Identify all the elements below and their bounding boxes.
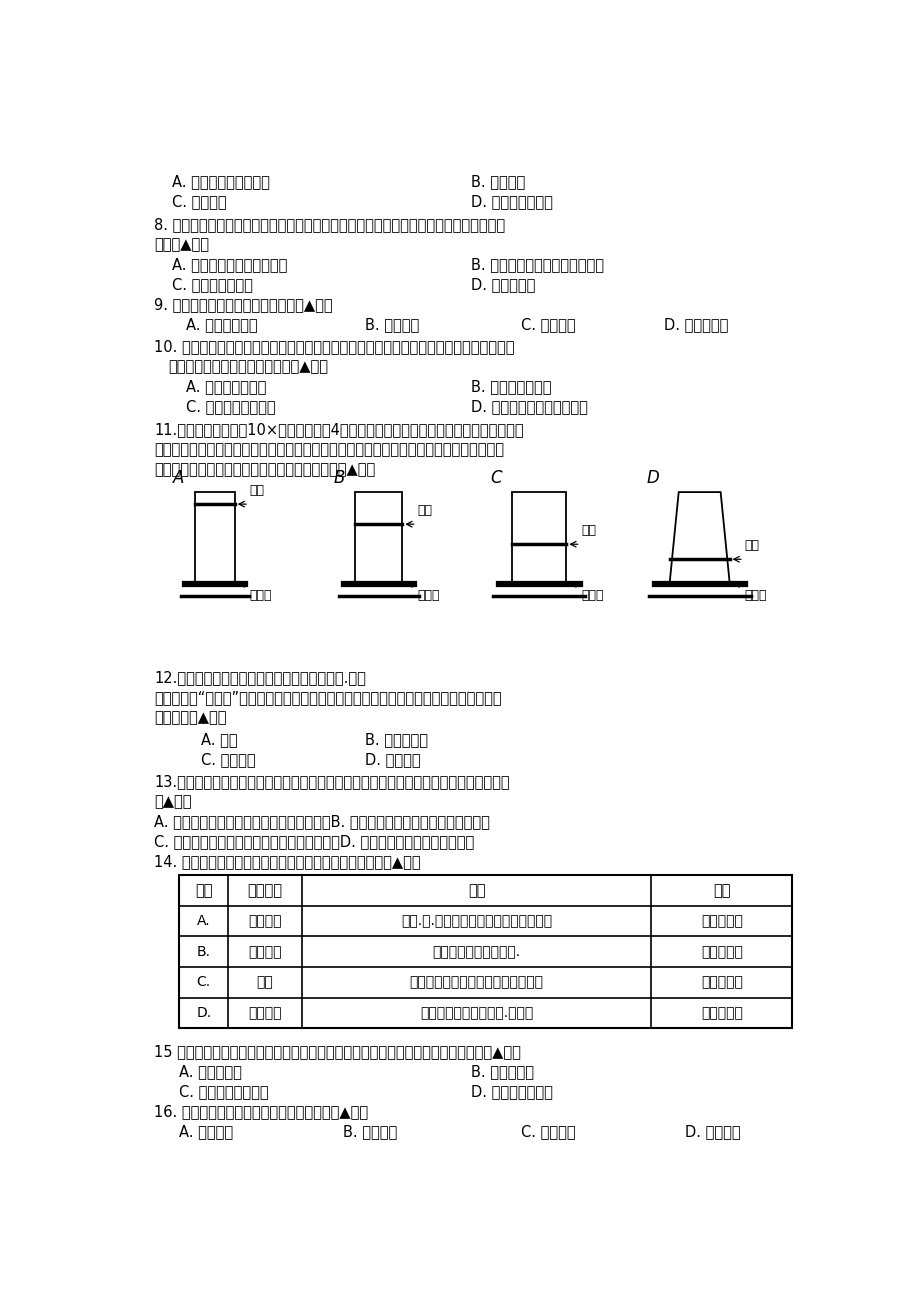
Text: A. 生石花开出黄色花朵: A. 生石花开出黄色花朵 <box>172 173 269 189</box>
Text: 有根.茎.叶分化，有输导组织，孢子生殖: 有根.茎.叶分化，有输导组织，孢子生殖 <box>401 914 551 928</box>
Text: D. 白菜和小麦: D. 白菜和小麦 <box>664 318 728 332</box>
Text: B. 叶片表面积很大: B. 叶片表面积很大 <box>471 379 551 395</box>
Text: 蕨类植物: 蕨类植物 <box>248 914 281 928</box>
Text: B: B <box>333 469 345 487</box>
Text: 实例: 实例 <box>712 883 730 898</box>
Text: （▲　）: （▲ ） <box>154 794 191 810</box>
Text: C. 它不能自由运动: C. 它不能自由运动 <box>172 277 253 292</box>
Text: A. 具有发达的根系: A. 具有发达的根系 <box>186 379 267 395</box>
Text: 不像鳄鱼的“大怪物”，如图所示。后据专家考证，这是一只鳄龟。你认为下列可能是鳄龟: 不像鳄鱼的“大怪物”，如图所示。后据专家考证，这是一只鳄龟。你认为下列可能是鳄龟 <box>154 690 501 706</box>
Text: 由许多相似的环状体节.有环带: 由许多相似的环状体节.有环带 <box>419 1006 533 1019</box>
Text: B. 结缔组织: B. 结缔组织 <box>343 1124 397 1139</box>
Text: C.: C. <box>197 975 210 990</box>
Text: 载玻片: 载玻片 <box>249 590 272 603</box>
Text: 腔肠动物: 腔肠动物 <box>248 945 281 958</box>
Text: D. 钟乳石慢慢长大: D. 钟乳石慢慢长大 <box>471 194 552 208</box>
Bar <box>195 492 234 582</box>
Text: 15 科学家袁隆平利用野生水稻与背通水稻多次杂交，培育出高产新品种，是利用了（▲　）: 15 科学家袁隆平利用野生水稻与背通水稻多次杂交，培育出高产新品种，是利用了（▲… <box>154 1044 520 1059</box>
Text: C. 细胞、器官、组织、樟树个体　　　　　　D. 细胞、组织、器官、樟树个体: C. 细胞、器官、组织、樟树个体 D. 细胞、组织、器官、樟树个体 <box>154 835 474 849</box>
Text: 装片。当视野中成像清晰时，每一物镜与装片之间的距离如下图所示。如果装片位置不变，: 装片。当视野中成像清晰时，每一物镜与装片之间的距离如下图所示。如果装片位置不变， <box>154 443 504 457</box>
Text: 旱环境中的植物特征不符合的是（▲　）: 旱环境中的植物特征不符合的是（▲ ） <box>168 359 328 374</box>
Text: 物镜: 物镜 <box>743 539 759 552</box>
Text: 14. 下表描述生物各类群名称、特征及实例对应正确的是（▲　）: 14. 下表描述生物各类群名称、特征及实例对应正确的是（▲ ） <box>154 854 420 870</box>
Text: A. 它能对外界刺激作出反应: A. 它能对外界刺激作出反应 <box>172 256 287 272</box>
Bar <box>179 875 791 1029</box>
Text: 环节动物: 环节动物 <box>248 1006 281 1019</box>
Text: A. 胎生: A. 胎生 <box>200 732 237 747</box>
Text: A. 细胞、组织、器官、系统、樟树个体　　B. 细胞、组织、系统、器官、樟树个体: A. 细胞、组织、器官、系统、樟树个体 B. 细胞、组织、系统、器官、樟树个体 <box>154 815 490 829</box>
Text: 蚌虫、海葵: 蚌虫、海葵 <box>700 945 742 958</box>
Text: 流线型、被覆羽毛、有两翅、有气囊: 流线型、被覆羽毛、有两翅、有气囊 <box>409 975 543 990</box>
Text: B. 鐵皮生锈: B. 鐵皮生锈 <box>471 173 525 189</box>
Text: 物镜: 物镜 <box>249 484 265 497</box>
Text: 10. 长期生活在干旱环境中的植物，其形态等方面会出现一系列的适应特性。下列叙述与干: 10. 长期生活在干旱环境中的植物，其形态等方面会出现一系列的适应特性。下列叙述… <box>154 340 514 354</box>
Text: 11.用一个放大倍数为10×的目镜分别与4个不同倍数的物镜组合，观察洋葱根尖细胞分裂: 11.用一个放大倍数为10×的目镜分别与4个不同倍数的物镜组合，观察洋葱根尖细胞… <box>154 422 523 437</box>
Text: 两侧对称，有口无脚门.: 两侧对称，有口无脚门. <box>432 945 520 958</box>
Text: A. 葫芦韓和菊花: A. 葫芦韓和菊花 <box>186 318 257 332</box>
Text: B.: B. <box>197 945 210 958</box>
Text: B. 水稻和葱: B. 水稻和葱 <box>364 318 418 332</box>
Text: B. 体温不恒定: B. 体温不恒定 <box>364 732 427 747</box>
Text: C. 潮涨潮落: C. 潮涨潮落 <box>172 194 226 208</box>
Text: D: D <box>645 469 658 487</box>
Text: B. 遗传多样性: B. 遗传多样性 <box>471 1064 534 1079</box>
Text: 鸟类: 鸟类 <box>256 975 273 990</box>
Text: 载玻片: 载玻片 <box>417 590 439 603</box>
Text: D. 叶表面具有较厚的角质层: D. 叶表面具有较厚的角质层 <box>471 400 588 414</box>
Text: D. 输导组织: D. 输导组织 <box>685 1124 740 1139</box>
Text: 9. 下列生物中，亲缘关系最近的是（▲　）: 9. 下列生物中，亲缘关系最近的是（▲ ） <box>154 297 333 312</box>
Text: 沙蚕、水蛭: 沙蚕、水蛭 <box>700 1006 742 1019</box>
Text: 特征: 特征 <box>467 883 485 898</box>
Text: C: C <box>489 469 501 487</box>
Text: B. 它能进行光合作用制造有机物: B. 它能进行光合作用制造有机物 <box>471 256 604 272</box>
Text: 苏铁、贯众: 苏铁、贯众 <box>700 914 742 928</box>
Text: 类群名称: 类群名称 <box>247 883 282 898</box>
Bar <box>355 492 402 582</box>
Bar <box>512 492 566 582</box>
Text: 13.宁波市的市树是香樟树，关于构成一株樟树的结构层次由小到大的排列顺序，正确的是: 13.宁波市的市树是香樟树，关于构成一株樟树的结构层次由小到大的排列顺序，正确的… <box>154 775 509 789</box>
Text: C. 两栖动物: C. 两栖动物 <box>200 753 255 767</box>
Text: 载玻片: 载玻片 <box>581 590 603 603</box>
Text: C. 具有肥厚的肉质茎: C. 具有肥厚的肉质茎 <box>186 400 276 414</box>
Text: C. 肌肉组织: C. 肌肉组织 <box>521 1124 575 1139</box>
Text: 选项: 选项 <box>195 883 212 898</box>
Text: A. 物种多样性: A. 物种多样性 <box>179 1064 242 1079</box>
Text: 家鸽、蝙蝠: 家鸽、蝙蝠 <box>700 975 742 990</box>
Text: 物镜: 物镜 <box>417 504 432 517</box>
Text: 16. 鼻是一个器官，它不可能含有的组织是（▲　）: 16. 鼻是一个器官，它不可能含有的组织是（▲ ） <box>154 1104 368 1120</box>
Text: 12.近年来人们经常听说河里钓起乌龟不像乌龟.鳄鱼: 12.近年来人们经常听说河里钓起乌龟不像乌龟.鳄鱼 <box>154 671 366 685</box>
Text: 载玻片: 载玻片 <box>743 590 766 603</box>
Text: D. 用鳃呼吸: D. 用鳃呼吸 <box>364 753 420 767</box>
Polygon shape <box>669 492 729 582</box>
Text: 因是（▲　）: 因是（▲ ） <box>154 237 209 253</box>
Text: 用哪一物镜时所观察到的视野中细胞数目最少？（▲　）: 用哪一物镜时所观察到的视野中细胞数目最少？（▲ ） <box>154 462 375 478</box>
Text: A.: A. <box>197 914 210 928</box>
Text: 8. 猪笼草是一种常绻半瑗木，长有奇特的捕虫叶，能捕食小虫，但还是把它归为植物的原: 8. 猪笼草是一种常绻半瑗木，长有奇特的捕虫叶，能捕食小虫，但还是把它归为植物的… <box>154 217 505 232</box>
Text: D.: D. <box>196 1006 211 1019</box>
Text: 物镜: 物镜 <box>581 525 596 538</box>
Text: 特征的是（▲　）: 特征的是（▲ ） <box>154 710 226 725</box>
Text: C. 生态系统的多样性: C. 生态系统的多样性 <box>179 1085 268 1099</box>
Text: D. 它是绻色的: D. 它是绻色的 <box>471 277 535 292</box>
Text: C. 松和小麦: C. 松和小麦 <box>521 318 575 332</box>
Text: D. 染色体的多样性: D. 染色体的多样性 <box>471 1085 552 1099</box>
Text: A: A <box>173 469 184 487</box>
Text: A. 上皮组织: A. 上皮组织 <box>179 1124 233 1139</box>
